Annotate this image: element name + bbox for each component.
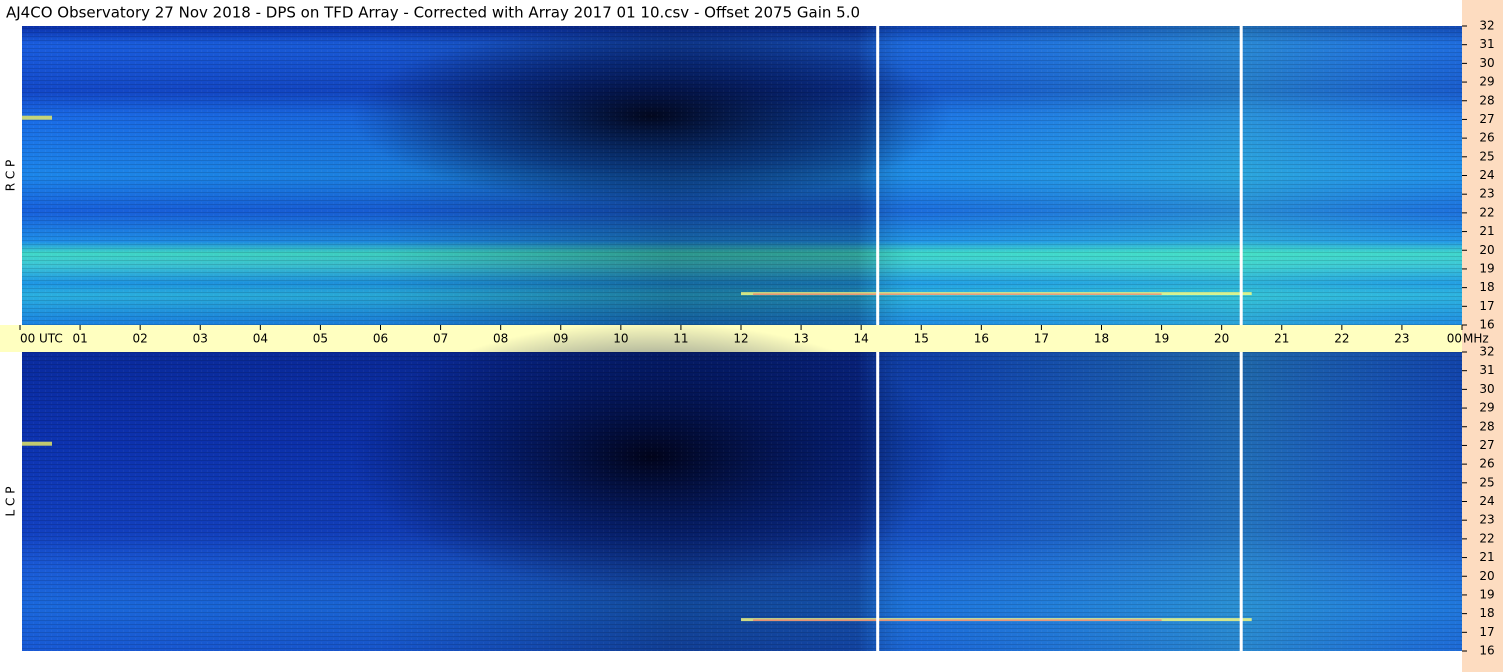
x-tick-label: 17 [1034, 332, 1049, 346]
x-tick-label: 01 [72, 332, 87, 346]
frequency-strip [1462, 0, 1503, 672]
x-tick-label: 03 [193, 332, 208, 346]
chart-title: AJ4CO Observatory 27 Nov 2018 - DPS on T… [6, 4, 860, 22]
y-tick-label: 32 [1479, 345, 1494, 359]
y-tick-label: 32 [1479, 19, 1494, 33]
y-tick-label: 25 [1479, 475, 1494, 489]
y-tick-label: 31 [1479, 37, 1494, 51]
x-tick-label: 00 [1447, 332, 1462, 346]
x-tick-label: 14 [854, 332, 869, 346]
panel-label: R C P [4, 160, 18, 192]
y-tick-label: 18 [1479, 606, 1494, 620]
panel-label: L C P [4, 487, 18, 517]
y-tick-label: 20 [1479, 569, 1494, 583]
emission-streak [753, 293, 1162, 295]
x-tick-label: 20 [1214, 332, 1229, 346]
spectrogram-texture [22, 26, 1462, 325]
y-tick-label: 16 [1479, 318, 1494, 332]
y-tick-label: 21 [1479, 550, 1494, 564]
x-tick-label: 16 [974, 332, 989, 346]
x-tick-label: 07 [433, 332, 448, 346]
y-tick-label: 23 [1479, 187, 1494, 201]
y-tick-label: 27 [1479, 438, 1494, 452]
y-tick-label: 19 [1479, 261, 1494, 275]
data-gap [876, 26, 880, 325]
x-tick-label: 04 [253, 332, 268, 346]
y-tick-label: 29 [1479, 401, 1494, 415]
data-gap [1239, 352, 1243, 651]
y-tick-label: 28 [1479, 93, 1494, 107]
y-tick-label: 17 [1479, 625, 1494, 639]
x-tick-label: 06 [373, 332, 388, 346]
x-tick-label: 21 [1274, 332, 1289, 346]
x-tick-label: 18 [1094, 332, 1109, 346]
y-tick-label: 16 [1479, 644, 1494, 658]
y-tick-label: 18 [1479, 280, 1494, 294]
x-tick-label: 09 [553, 332, 568, 346]
x-tick-label: 11 [673, 332, 688, 346]
emission-streak [753, 619, 1162, 621]
x-tick-label: 12 [733, 332, 748, 346]
emission-streak [22, 115, 52, 120]
y-tick-label: 31 [1479, 363, 1494, 377]
x-tick-label: 05 [313, 332, 328, 346]
x-tick-label: 15 [914, 332, 929, 346]
y-tick-label: 26 [1479, 457, 1494, 471]
x-tick-label: 13 [793, 332, 808, 346]
data-gap [1239, 26, 1243, 325]
y-tick-label: 17 [1479, 299, 1494, 313]
x-tick-label: 23 [1394, 332, 1409, 346]
y-unit: MHz [1463, 332, 1489, 346]
y-tick-label: 26 [1479, 131, 1494, 145]
x-tick-label: 22 [1334, 332, 1349, 346]
y-tick-label: 22 [1479, 531, 1494, 545]
x-tick-label: 19 [1154, 332, 1169, 346]
y-tick-label: 21 [1479, 224, 1494, 238]
y-tick-label: 20 [1479, 243, 1494, 257]
x-tick-label: 08 [493, 332, 508, 346]
y-tick-label: 29 [1479, 75, 1494, 89]
x-tick-label: 02 [133, 332, 148, 346]
y-tick-label: 23 [1479, 513, 1494, 527]
x-unit: UTC [39, 332, 63, 346]
y-tick-label: 25 [1479, 149, 1494, 163]
y-tick-label: 27 [1479, 112, 1494, 126]
y-tick-label: 28 [1479, 419, 1494, 433]
x-tick-label: 00 [20, 332, 35, 346]
x-tick-label: 10 [613, 332, 628, 346]
spectrogram-texture [22, 352, 1462, 651]
y-tick-label: 30 [1479, 56, 1494, 70]
y-tick-label: 30 [1479, 382, 1494, 396]
emission-streak [22, 441, 52, 446]
y-tick-label: 24 [1479, 494, 1494, 508]
y-tick-label: 22 [1479, 205, 1494, 219]
data-gap [876, 352, 880, 651]
y-tick-label: 19 [1479, 587, 1494, 601]
y-tick-label: 24 [1479, 168, 1494, 182]
